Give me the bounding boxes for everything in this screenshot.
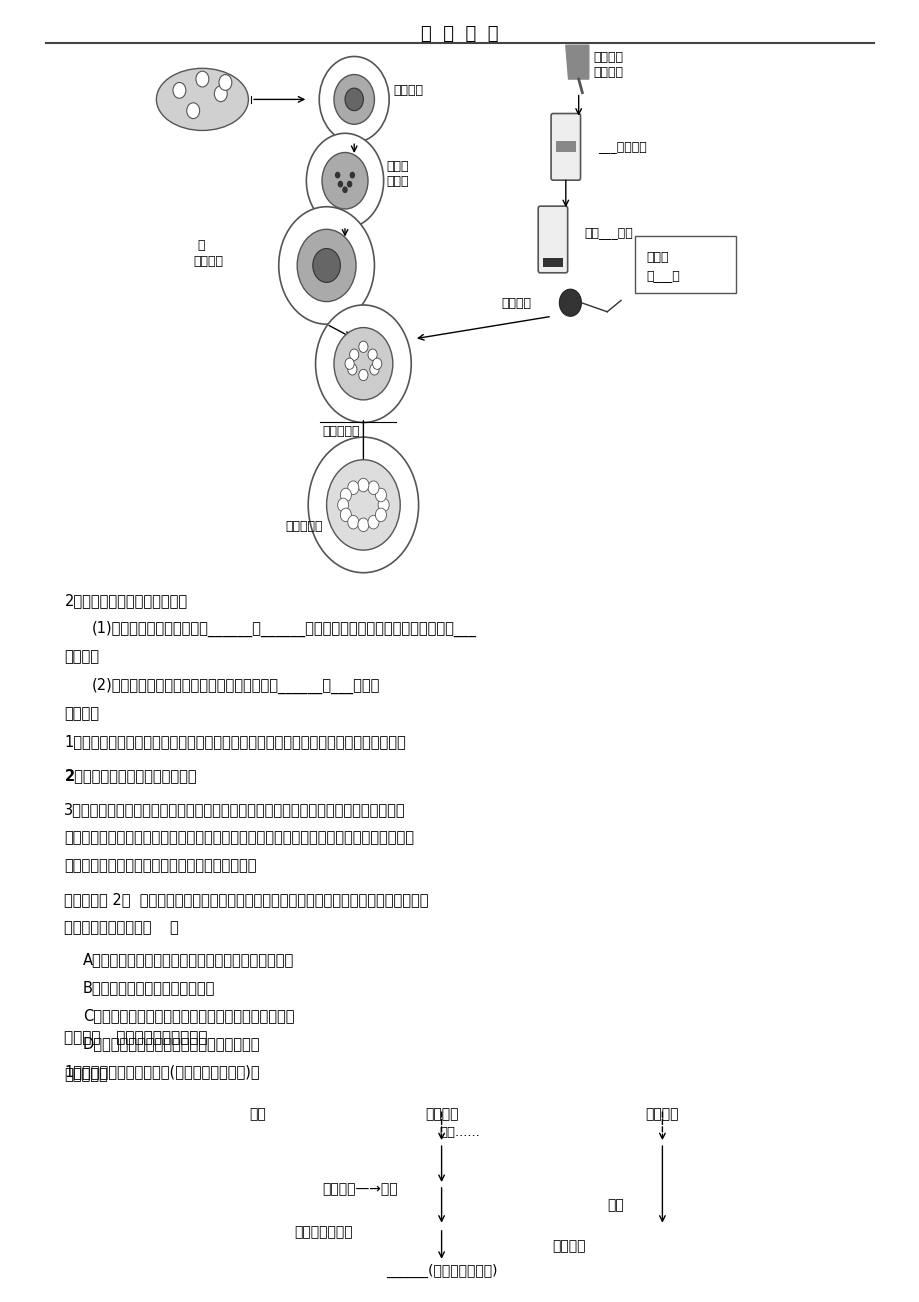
Text: 处理......: 处理...... <box>439 1126 480 1139</box>
Text: 3．胚胎早期培养液成分与动物细胞培养液成分基本相同，除无机盐、营养成分和调节物: 3．胚胎早期培养液成分与动物细胞培养液成分基本相同，除无机盐、营养成分和调节物 <box>64 802 405 818</box>
Text: 1．早期胚胎一般指可用于移植的胚胎，在原肠胚之前的囊胚、桑椹胚甚至更早的阶段。: 1．早期胚胎一般指可用于移植的胚胎，在原肠胚之前的囊胚、桑椹胚甚至更早的阶段。 <box>64 734 405 749</box>
Circle shape <box>278 207 374 324</box>
Text: 选择: 选择 <box>249 1107 266 1121</box>
Circle shape <box>375 488 386 501</box>
Circle shape <box>375 508 386 522</box>
Text: 供体母牛: 供体母牛 <box>425 1107 458 1121</box>
Text: 卵母细: 卵母细 <box>386 160 408 173</box>
Ellipse shape <box>156 68 248 130</box>
Circle shape <box>334 328 392 400</box>
Circle shape <box>173 82 186 98</box>
FancyBboxPatch shape <box>634 236 735 293</box>
Circle shape <box>347 480 358 495</box>
Circle shape <box>214 86 227 102</box>
Text: 【探究示例 2】  采集的卵母细胞，都要在体外经人工培养成熟后，才能与获能的精子受精。: 【探究示例 2】 采集的卵母细胞，都要在体外经人工培养成熟后，才能与获能的精子受… <box>64 892 428 907</box>
Text: 卵母细胞: 卵母细胞 <box>193 255 223 268</box>
Text: 移植: 移植 <box>607 1199 623 1212</box>
Circle shape <box>319 56 389 142</box>
Circle shape <box>335 172 340 178</box>
Text: (1)培养液的成分：无机盐、______、______、激素、氨基酸、核苷酸等营养成分和___: (1)培养液的成分：无机盐、______、______、激素、氨基酸、核苷酸等营… <box>92 621 476 638</box>
Circle shape <box>358 370 368 380</box>
Text: 受体母牛: 受体母牛 <box>645 1107 678 1121</box>
Bar <box>555 141 575 152</box>
Circle shape <box>368 349 377 361</box>
Text: A．卵子从输卵管中冲出也要经历类似精子获能的过程: A．卵子从输卵管中冲出也要经历类似精子获能的过程 <box>83 952 294 966</box>
Circle shape <box>357 478 369 492</box>
Circle shape <box>559 289 581 316</box>
Text: 冻的精液: 冻的精液 <box>593 65 623 78</box>
Text: ______(胚胎移植的核牛): ______(胚胎移植的核牛) <box>385 1264 497 1279</box>
Circle shape <box>358 341 368 353</box>
Circle shape <box>340 508 351 522</box>
Text: 受精卵培养: 受精卵培养 <box>322 424 359 437</box>
Circle shape <box>315 305 411 422</box>
Circle shape <box>297 229 356 302</box>
Polygon shape <box>565 46 588 79</box>
FancyBboxPatch shape <box>550 113 580 180</box>
Circle shape <box>349 349 358 361</box>
Circle shape <box>345 89 363 111</box>
Text: 等物质。: 等物质。 <box>64 650 99 664</box>
Text: 新鲜或解: 新鲜或解 <box>593 51 623 64</box>
Circle shape <box>368 480 379 495</box>
Text: D．冲出的卵子还需要培养一段时间由小变大: D．冲出的卵子还需要培养一段时间由小变大 <box>83 1036 260 1052</box>
Circle shape <box>378 499 389 512</box>
Circle shape <box>357 518 369 531</box>
Circle shape <box>368 516 379 529</box>
Circle shape <box>342 186 347 193</box>
Text: 卵母细胞: 卵母细胞 <box>393 83 424 96</box>
Text: B．动物排出的卵子成熟程度不同: B．动物排出的卵子成熟程度不同 <box>83 980 215 995</box>
Text: 以下原因不正确的是（    ）: 以下原因不正确的是（ ） <box>64 921 179 936</box>
Text: 或___法: 或___法 <box>646 268 680 281</box>
Circle shape <box>349 172 355 178</box>
Text: 质外，还需要血清，两者都是液体培养基，但植物组织培养为固体培养基，其中加入琼脂，: 质外，还需要血清，两者都是液体培养基，但植物组织培养为固体培养基，其中加入琼脂， <box>64 831 414 845</box>
Text: 获能精子: 获能精子 <box>501 297 531 310</box>
Text: 学  海  无  涯: 学 海 无 涯 <box>421 25 498 43</box>
Circle shape <box>322 152 368 210</box>
Text: C．体外人工培养至减数第二次分裂中期时，才算成熟: C．体外人工培养至减数第二次分裂中期时，才算成熟 <box>83 1008 294 1023</box>
Text: 妊娠检查: 妊娠检查 <box>551 1240 584 1253</box>
Circle shape <box>219 74 232 90</box>
Text: 1．完成胚胎移植基本程序(以牛胚胎移植为例)。: 1．完成胚胎移植基本程序(以牛胚胎移植为例)。 <box>64 1064 260 1079</box>
Text: 卵: 卵 <box>198 240 205 253</box>
Text: 所需植物激素主要是生长素和细胞分裂素两大类。: 所需植物激素主要是生长素和细胞分裂素两大类。 <box>64 858 256 874</box>
Text: 培养法: 培养法 <box>646 251 668 264</box>
Text: 思维拓展: 思维拓展 <box>64 706 99 721</box>
Circle shape <box>308 437 418 573</box>
Circle shape <box>346 181 352 187</box>
Text: 探究点三   胚胎工程的应用及前景: 探究点三 胚胎工程的应用及前景 <box>64 1030 208 1046</box>
Text: 供体公牛—→配种: 供体公牛—→配种 <box>322 1182 397 1197</box>
Text: 精子___处理: 精子___处理 <box>584 227 632 240</box>
Circle shape <box>347 363 357 375</box>
Text: 2．完成胚胎的早期培养填空：: 2．完成胚胎的早期培养填空： <box>64 592 187 608</box>
Circle shape <box>312 249 340 283</box>
FancyBboxPatch shape <box>538 206 567 273</box>
Circle shape <box>337 181 343 187</box>
Circle shape <box>369 363 379 375</box>
Text: 听课记录：: 听课记录： <box>64 1068 108 1082</box>
Text: (2)当胚胎发育到适宜的阶段时，可将其取出向______或___保存。: (2)当胚胎发育到适宜的阶段时，可将其取出向______或___保存。 <box>92 678 380 694</box>
Circle shape <box>187 103 199 118</box>
Circle shape <box>334 74 374 124</box>
Text: 质量检查、培养: 质量检查、培养 <box>294 1225 353 1240</box>
Circle shape <box>345 358 354 370</box>
Circle shape <box>337 499 348 512</box>
Text: 受精卵培养: 受精卵培养 <box>285 519 323 533</box>
Text: ___离心处理: ___离心处理 <box>597 141 646 154</box>
Bar <box>542 258 562 267</box>
Circle shape <box>306 133 383 228</box>
Circle shape <box>196 72 209 87</box>
Circle shape <box>326 460 400 551</box>
Text: 2．牛的体外受精技术水平最高。: 2．牛的体外受精技术水平最高。 <box>64 768 197 783</box>
Circle shape <box>372 358 381 370</box>
Circle shape <box>340 488 351 501</box>
Circle shape <box>347 516 358 529</box>
Text: 胞培养: 胞培养 <box>386 174 408 187</box>
